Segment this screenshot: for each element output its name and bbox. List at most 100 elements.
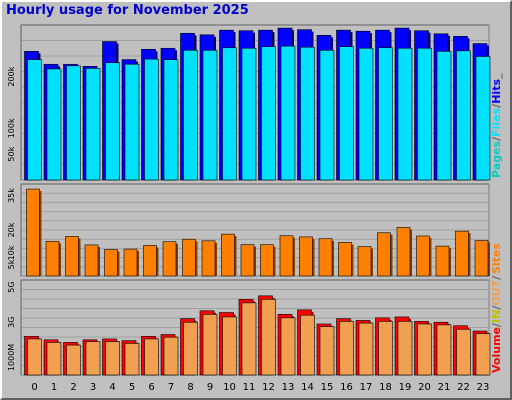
out-bar — [66, 344, 81, 376]
x-tick-label: 23 — [477, 382, 490, 393]
out-bar — [27, 338, 42, 376]
files-bar — [339, 46, 354, 181]
sites-bar — [396, 227, 411, 277]
files-bar — [417, 47, 432, 181]
sites-bar — [221, 233, 235, 277]
files-bar — [183, 50, 198, 181]
out-bar — [475, 333, 491, 376]
out-bar — [261, 299, 276, 376]
sites-bar — [104, 249, 118, 277]
out-bar — [456, 328, 471, 376]
files-bar — [397, 47, 413, 181]
files-bar — [475, 56, 491, 181]
x-tick-label: 10 — [223, 382, 236, 393]
sites-bar — [338, 242, 352, 277]
x-tick-label: 0 — [31, 382, 37, 393]
legend-item: / — [490, 322, 503, 327]
sites-bar — [279, 235, 294, 277]
files-bar — [456, 50, 471, 181]
files-bar — [66, 65, 81, 181]
x-tick-label: 14 — [301, 382, 314, 393]
y-tick-label: 5G — [7, 281, 16, 292]
legend-item: Files — [490, 107, 503, 137]
legend-item: / — [490, 136, 503, 141]
files-bar — [46, 68, 62, 181]
files-bar — [358, 47, 374, 181]
out-bar — [163, 336, 179, 376]
out-bar — [319, 326, 335, 376]
x-tick-label: 3 — [90, 382, 96, 393]
chart-title: Hourly usage for November 2025 — [6, 3, 249, 18]
legend-item: IN — [490, 310, 503, 323]
x-tick-label: 18 — [379, 382, 392, 393]
files-bar — [163, 59, 179, 181]
legend-item: _ — [490, 73, 503, 79]
files-bar — [124, 63, 140, 181]
sites-bar — [123, 248, 138, 277]
files-bar — [202, 50, 218, 181]
legend-item: / — [490, 103, 503, 108]
x-tick-label: 16 — [340, 382, 353, 393]
sites-bar — [299, 236, 313, 277]
x-tick-label: 11 — [243, 382, 256, 393]
sites-bar — [65, 236, 79, 277]
y-tick-label: 200k — [7, 66, 16, 86]
out-bar — [417, 323, 432, 376]
x-tick-label: 7 — [168, 382, 174, 393]
x-tick-label: 13 — [282, 382, 295, 393]
sites-bar — [143, 245, 157, 277]
x-tick-label: 5 — [129, 382, 135, 393]
x-tick-label: 9 — [207, 382, 213, 393]
x-tick-label: 1 — [51, 382, 57, 393]
legend-item: / — [490, 305, 503, 310]
y-tick-label: 35k — [7, 188, 16, 203]
files-bar — [261, 46, 276, 181]
files-bar — [378, 47, 393, 181]
sites-bar — [182, 238, 196, 277]
x-tick-label: 21 — [438, 382, 451, 393]
files-bar — [280, 45, 296, 181]
out-bar — [144, 338, 159, 376]
panel-0: 50k 100k 200k Pages/Files/Hits_ — [7, 24, 503, 181]
x-tick-label: 4 — [109, 382, 115, 393]
out-bar — [358, 322, 374, 376]
x-tick-label: 12 — [262, 382, 275, 393]
files-bar — [105, 62, 120, 181]
x-tick-label: 19 — [399, 382, 412, 393]
y-tick-label: 10k — [7, 245, 16, 260]
x-tick-label: 20 — [418, 382, 431, 393]
files-bar — [144, 58, 159, 181]
sites-bar — [455, 230, 469, 277]
y-tick-label: 1000M — [7, 344, 16, 371]
legend: Pages/Files/Hits_ — [490, 73, 503, 178]
files-bar — [241, 47, 257, 181]
x-tick-label: 22 — [457, 382, 470, 393]
x-tick-label: 8 — [187, 382, 193, 393]
out-bar — [105, 341, 120, 376]
sites-bar — [84, 244, 99, 277]
out-bar — [202, 314, 218, 376]
y-tick-label: 20k — [7, 222, 16, 237]
out-bar — [280, 317, 296, 376]
sites-bar — [260, 244, 274, 277]
files-bar — [85, 68, 101, 181]
y-tick-label: 100k — [7, 118, 16, 138]
out-bar — [339, 321, 354, 376]
files-bar — [319, 50, 335, 181]
sites-bar — [26, 188, 40, 277]
sites-bar — [377, 232, 391, 277]
sites-bar — [240, 244, 255, 277]
files-bar — [222, 47, 237, 181]
legend-item: Volume — [490, 327, 503, 373]
out-bar — [124, 343, 140, 376]
files-bar — [27, 59, 42, 181]
out-bar — [436, 324, 452, 376]
x-tick-label: 2 — [70, 382, 76, 393]
legend-item: Pages — [490, 140, 503, 178]
y-tick-label: 50k — [7, 146, 16, 161]
x-tick-label: 17 — [360, 382, 373, 393]
y-tick-label: 3G — [7, 317, 16, 328]
